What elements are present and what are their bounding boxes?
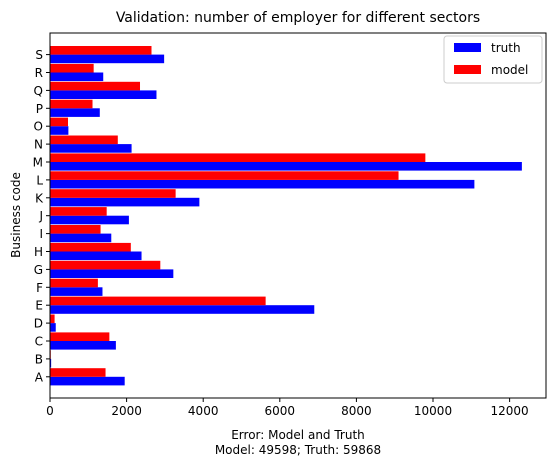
bar-truth-F [50, 287, 102, 296]
bar-model-J [50, 207, 107, 216]
x-tick-label-2000: 2000 [111, 404, 142, 418]
bar-model-P [50, 100, 93, 109]
bars-group [50, 46, 522, 385]
bar-truth-O [50, 126, 68, 135]
y-tick-label-G: G [34, 263, 43, 277]
y-tick-label-S: S [35, 48, 43, 62]
legend-label-truth: truth [491, 41, 521, 55]
bar-model-M [50, 153, 425, 162]
x-tick-label-10000: 10000 [414, 404, 452, 418]
legend: truth model [444, 36, 542, 83]
bar-truth-P [50, 108, 100, 117]
y-tick-label-M: M [33, 156, 43, 170]
y-axis-label: Business code [9, 172, 23, 258]
y-tick-label-H: H [34, 245, 43, 259]
bar-model-E [50, 297, 266, 306]
bar-model-G [50, 261, 160, 270]
y-tick-label-O: O [34, 120, 43, 134]
bar-truth-N [50, 144, 132, 153]
y-tick-label-I: I [39, 227, 43, 241]
x-axis-ticks: 0 2000 4000 6000 8000 10000 12000 [46, 398, 529, 418]
x-axis-label-line-2: Model: 49598; Truth: 59868 [215, 443, 381, 457]
bar-model-F [50, 279, 98, 288]
bar-truth-M [50, 162, 522, 171]
y-tick-label-R: R [35, 66, 43, 80]
legend-swatch-truth [454, 43, 481, 52]
bar-truth-Q [50, 90, 156, 99]
bar-model-N [50, 136, 118, 145]
bar-truth-I [50, 234, 111, 243]
y-tick-label-A: A [35, 370, 44, 384]
y-tick-label-P: P [36, 102, 43, 116]
y-tick-label-C: C [35, 335, 43, 349]
x-tick-label-8000: 8000 [341, 404, 372, 418]
y-tick-label-L: L [36, 173, 43, 187]
x-tick-label-0: 0 [46, 404, 54, 418]
bar-model-D [50, 315, 55, 324]
bar-truth-D [50, 323, 56, 332]
legend-swatch-model [454, 65, 481, 74]
bar-truth-S [50, 55, 164, 64]
y-tick-label-E: E [35, 299, 43, 313]
bar-model-Q [50, 82, 140, 91]
bar-truth-K [50, 198, 199, 207]
bar-truth-A [50, 377, 125, 386]
bar-model-L [50, 171, 399, 180]
y-tick-label-D: D [34, 317, 43, 331]
chart-title: Validation: number of employer for diffe… [116, 10, 480, 26]
y-tick-label-J: J [38, 209, 43, 223]
x-tick-label-4000: 4000 [188, 404, 219, 418]
bar-model-S [50, 46, 151, 55]
bar-truth-L [50, 180, 474, 189]
bar-truth-H [50, 252, 142, 261]
x-tick-label-6000: 6000 [265, 404, 296, 418]
bar-model-K [50, 189, 176, 198]
y-tick-label-N: N [34, 138, 43, 152]
x-axis-label-line-1: Error: Model and Truth [231, 428, 365, 442]
y-tick-label-B: B [35, 352, 43, 366]
bar-model-R [50, 64, 94, 73]
bar-model-C [50, 332, 109, 341]
bar-model-O [50, 118, 68, 127]
bar-truth-E [50, 305, 314, 314]
bar-model-I [50, 225, 101, 234]
y-tick-label-Q: Q [34, 84, 43, 98]
legend-label-model: model [491, 63, 528, 77]
bar-truth-C [50, 341, 116, 350]
bar-truth-R [50, 73, 103, 82]
bar-model-H [50, 243, 131, 252]
bar-model-A [50, 368, 106, 377]
y-tick-label-K: K [35, 191, 44, 205]
x-tick-label-12000: 12000 [491, 404, 529, 418]
y-tick-label-F: F [36, 281, 43, 295]
bar-truth-J [50, 216, 129, 225]
bar-truth-G [50, 269, 173, 278]
